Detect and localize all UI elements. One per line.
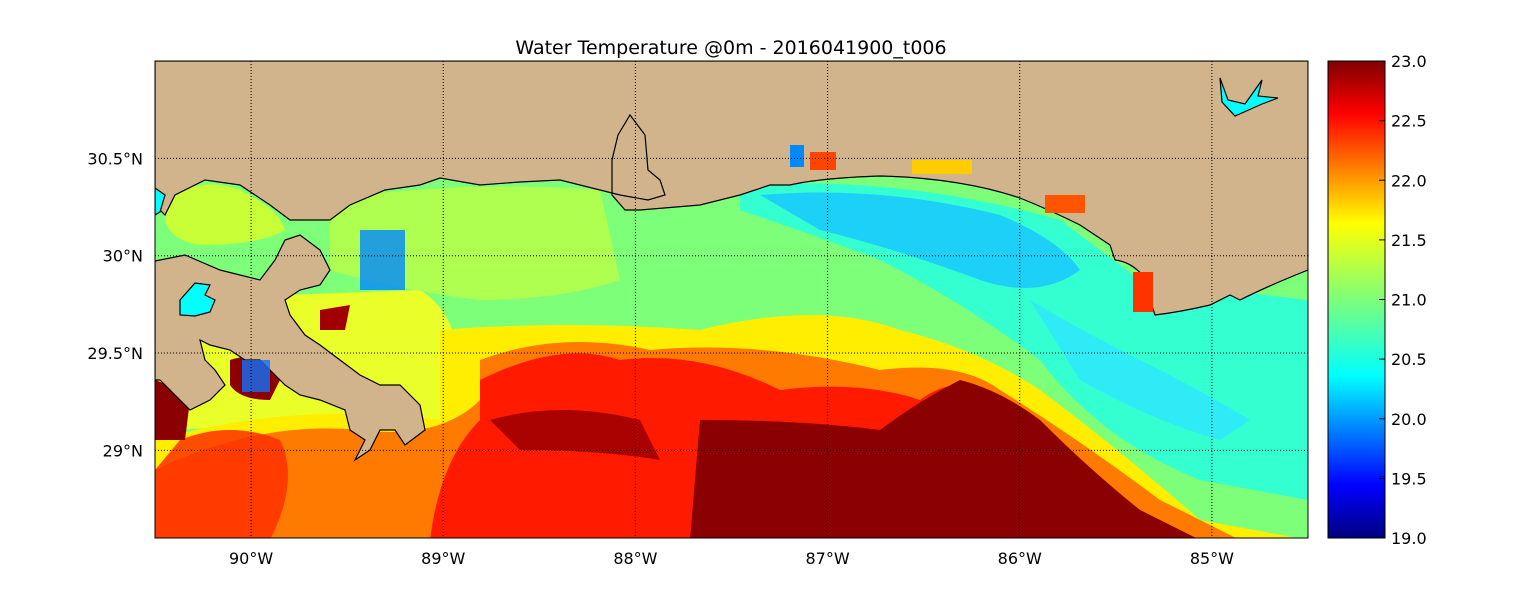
colorbar-tick-label: 21.5 (1391, 231, 1427, 250)
colorbar-tick-label: 19.5 (1391, 469, 1427, 488)
map-panel (155, 61, 1308, 538)
colorbar-ticks: 19.0 19.5 20.0 20.5 21.0 21.5 22.0 22.5 23.0 (1379, 52, 1427, 548)
colorbar-tick-label: 23.0 (1391, 52, 1427, 71)
lat-tick-label: 30°N (103, 247, 143, 266)
colorbar-tick-label: 19.0 (1391, 529, 1427, 548)
colorbar: 19.0 19.5 20.0 20.5 21.0 21.5 22.0 22.5 23.0 (1327, 52, 1427, 548)
lat-tick-label: 29°N (103, 441, 143, 460)
map-frame (154, 60, 1309, 539)
lat-tick-label: 29.5°N (87, 344, 143, 363)
lon-tick-label: 87°W (805, 549, 849, 568)
lon-tick-label: 86°W (998, 549, 1042, 568)
lon-tick-label: 89°W (421, 549, 465, 568)
latitude-labels: 29°N 29.5°N 30°N 30.5°N (87, 149, 143, 460)
gridlines (155, 61, 1308, 538)
colorbar-gradient (1327, 60, 1386, 539)
lon-tick-label: 90°W (229, 549, 273, 568)
colorbar-tick-label: 22.5 (1391, 112, 1427, 131)
colorbar-tick-label: 22.0 (1391, 171, 1427, 190)
lon-tick-label: 88°W (613, 549, 657, 568)
lakes (155, 77, 1279, 317)
colorbar-tick-label: 20.5 (1391, 350, 1427, 369)
lon-tick-label: 85°W (1190, 549, 1234, 568)
map-title: Water Temperature @0m - 2016041900_t006 (515, 37, 946, 59)
coastal-patches (242, 145, 1153, 392)
longitude-labels: 90°W 89°W 88°W 87°W 86°W 85°W (229, 549, 1234, 568)
colorbar-tick-label: 21.0 (1391, 291, 1427, 310)
colorbar-tick-label: 20.0 (1391, 410, 1427, 429)
lat-tick-label: 30.5°N (87, 149, 143, 168)
